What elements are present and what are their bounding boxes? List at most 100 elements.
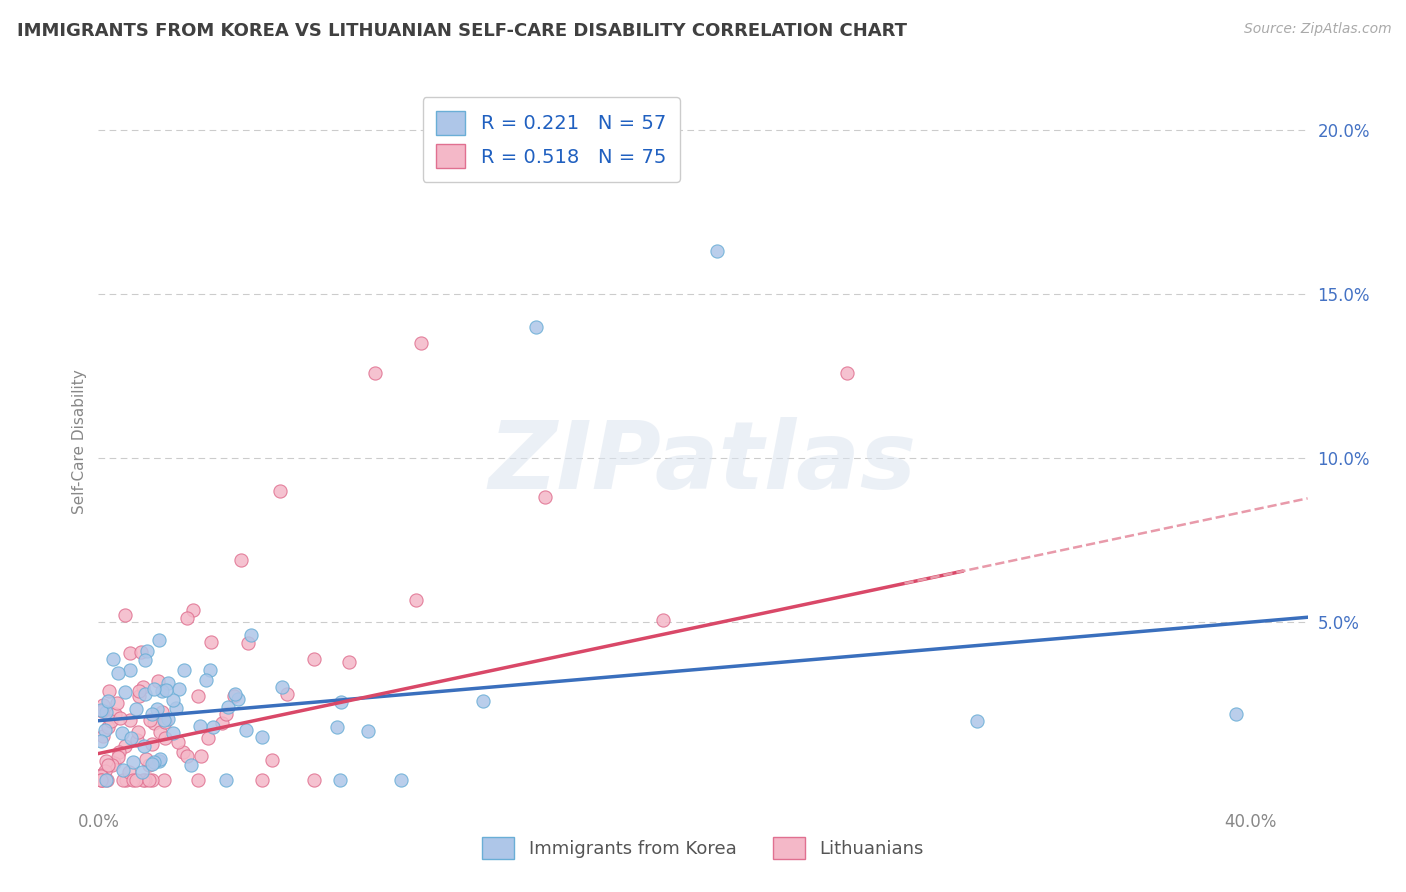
Point — [110, 726, 132, 740]
Point — [304, 772, 326, 787]
Point — [235, 723, 257, 737]
Point — [93, 772, 115, 787]
Point — [153, 714, 176, 729]
Point — [120, 731, 142, 745]
Point — [145, 702, 167, 716]
Point — [176, 749, 198, 764]
Point — [112, 772, 135, 787]
Point — [329, 772, 352, 787]
Point — [239, 628, 262, 642]
Point — [165, 701, 187, 715]
Point — [533, 491, 555, 505]
Point — [269, 483, 291, 498]
Point — [115, 772, 138, 787]
Point — [118, 646, 141, 660]
Point — [162, 693, 184, 707]
Point — [94, 723, 117, 738]
Point — [172, 745, 194, 759]
Point — [135, 752, 157, 766]
Point — [302, 651, 325, 665]
Point — [121, 756, 143, 770]
Point — [200, 635, 222, 649]
Point — [187, 772, 209, 787]
Point — [108, 711, 131, 725]
Point — [91, 698, 114, 712]
Point — [141, 738, 163, 752]
Legend: Immigrants from Korea, Lithuanians: Immigrants from Korea, Lithuanians — [475, 830, 931, 866]
Point — [90, 769, 112, 783]
Point — [337, 655, 360, 669]
Point — [260, 753, 283, 767]
Point — [176, 611, 198, 625]
Point — [471, 694, 494, 708]
Point — [127, 725, 149, 739]
Point — [134, 772, 156, 787]
Point — [135, 643, 157, 657]
Point — [167, 682, 190, 697]
Point — [142, 681, 165, 696]
Point — [180, 757, 202, 772]
Point — [90, 703, 112, 717]
Point — [94, 754, 117, 768]
Point — [148, 674, 170, 689]
Point — [270, 680, 292, 694]
Point — [134, 688, 156, 702]
Point — [94, 764, 117, 778]
Point — [326, 720, 349, 734]
Point — [94, 772, 117, 787]
Point — [107, 666, 129, 681]
Point — [153, 713, 176, 727]
Point — [111, 763, 134, 777]
Point — [190, 749, 212, 764]
Point — [162, 725, 184, 739]
Point — [138, 758, 160, 772]
Point — [141, 772, 163, 787]
Point — [100, 714, 122, 728]
Point — [197, 731, 219, 746]
Point — [134, 653, 156, 667]
Point — [706, 244, 728, 258]
Point — [150, 684, 173, 698]
Point — [651, 614, 673, 628]
Point — [90, 772, 112, 787]
Point — [276, 687, 298, 701]
Point — [141, 706, 163, 721]
Point — [114, 739, 136, 753]
Point — [215, 707, 238, 722]
Point — [224, 687, 246, 701]
Point — [835, 366, 858, 380]
Point — [148, 632, 170, 647]
Point — [181, 603, 204, 617]
Point — [188, 719, 211, 733]
Point — [114, 685, 136, 699]
Point — [90, 733, 112, 747]
Point — [138, 772, 160, 787]
Point — [409, 336, 432, 351]
Point — [389, 772, 412, 787]
Point — [150, 705, 173, 719]
Point — [215, 772, 238, 787]
Point — [148, 754, 170, 768]
Point — [103, 756, 125, 771]
Point — [104, 707, 127, 722]
Point — [201, 719, 224, 733]
Point — [132, 772, 155, 787]
Point — [132, 681, 155, 695]
Point — [128, 690, 150, 704]
Point — [118, 713, 141, 727]
Point — [122, 772, 145, 787]
Point — [141, 757, 163, 772]
Point — [195, 673, 218, 687]
Point — [364, 366, 387, 380]
Point — [966, 714, 988, 728]
Text: IMMIGRANTS FROM KOREA VS LITHUANIAN SELF-CARE DISABILITY CORRELATION CHART: IMMIGRANTS FROM KOREA VS LITHUANIAN SELF… — [17, 22, 907, 40]
Point — [152, 772, 174, 787]
Point — [187, 689, 209, 703]
Point — [238, 636, 260, 650]
Point — [226, 691, 249, 706]
Point — [329, 695, 352, 709]
Point — [127, 733, 149, 747]
Point — [217, 699, 239, 714]
Point — [118, 663, 141, 677]
Point — [167, 735, 190, 749]
